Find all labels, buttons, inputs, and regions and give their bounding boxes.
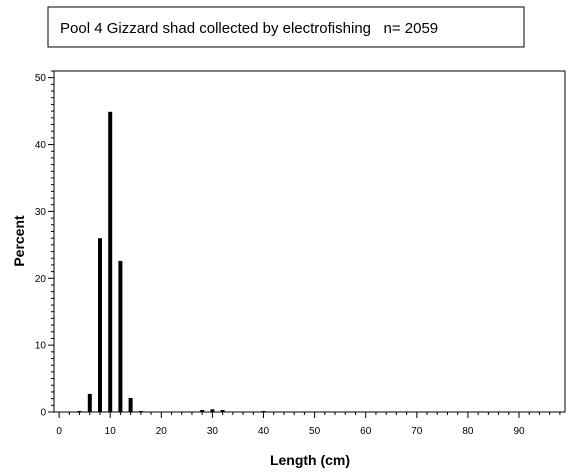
x-axis-label: Length (cm) xyxy=(270,452,350,468)
bar-8 xyxy=(98,238,102,412)
y-tick-label: 50 xyxy=(35,73,47,84)
x-tick-label: 0 xyxy=(56,426,62,437)
bar-group xyxy=(77,111,266,413)
y-axis: 0 10 20 30 40 50 xyxy=(35,70,54,419)
bar-32 xyxy=(220,410,225,412)
y-tick-label: 30 xyxy=(35,207,47,218)
y-tick-label: 40 xyxy=(35,140,47,151)
bar-16 xyxy=(138,411,143,412)
x-tick-label: 90 xyxy=(513,426,525,437)
x-tick-label: 10 xyxy=(105,426,117,437)
x-tick-label: 20 xyxy=(156,426,168,437)
x-tick-label: 80 xyxy=(462,426,474,437)
y-tick-label: 20 xyxy=(35,274,47,285)
chart-title: Pool 4 Gizzard shad collected by electro… xyxy=(60,20,438,37)
bar-6 xyxy=(87,393,92,412)
bar-12 xyxy=(118,260,123,412)
y-tick-label: 10 xyxy=(35,341,47,352)
x-tick-label: 60 xyxy=(360,426,372,437)
plot-frame xyxy=(53,70,566,413)
bar-28 xyxy=(200,410,205,412)
x-tick-label: 50 xyxy=(309,426,321,437)
bar-4 xyxy=(77,411,82,412)
x-tick-label: 70 xyxy=(411,426,423,437)
x-tick-label: 30 xyxy=(207,426,219,437)
bar-10 xyxy=(108,111,113,413)
bar-14 xyxy=(128,398,133,412)
bar-30 xyxy=(210,409,215,412)
x-axis: 0 10 20 30 40 50 60 70 80 90 xyxy=(56,412,561,437)
bar-40 xyxy=(261,411,266,412)
y-axis-label: Percent xyxy=(11,215,27,267)
y-tick-label: 0 xyxy=(40,408,46,419)
x-tick-label: 40 xyxy=(258,426,270,437)
title-box xyxy=(47,6,525,48)
